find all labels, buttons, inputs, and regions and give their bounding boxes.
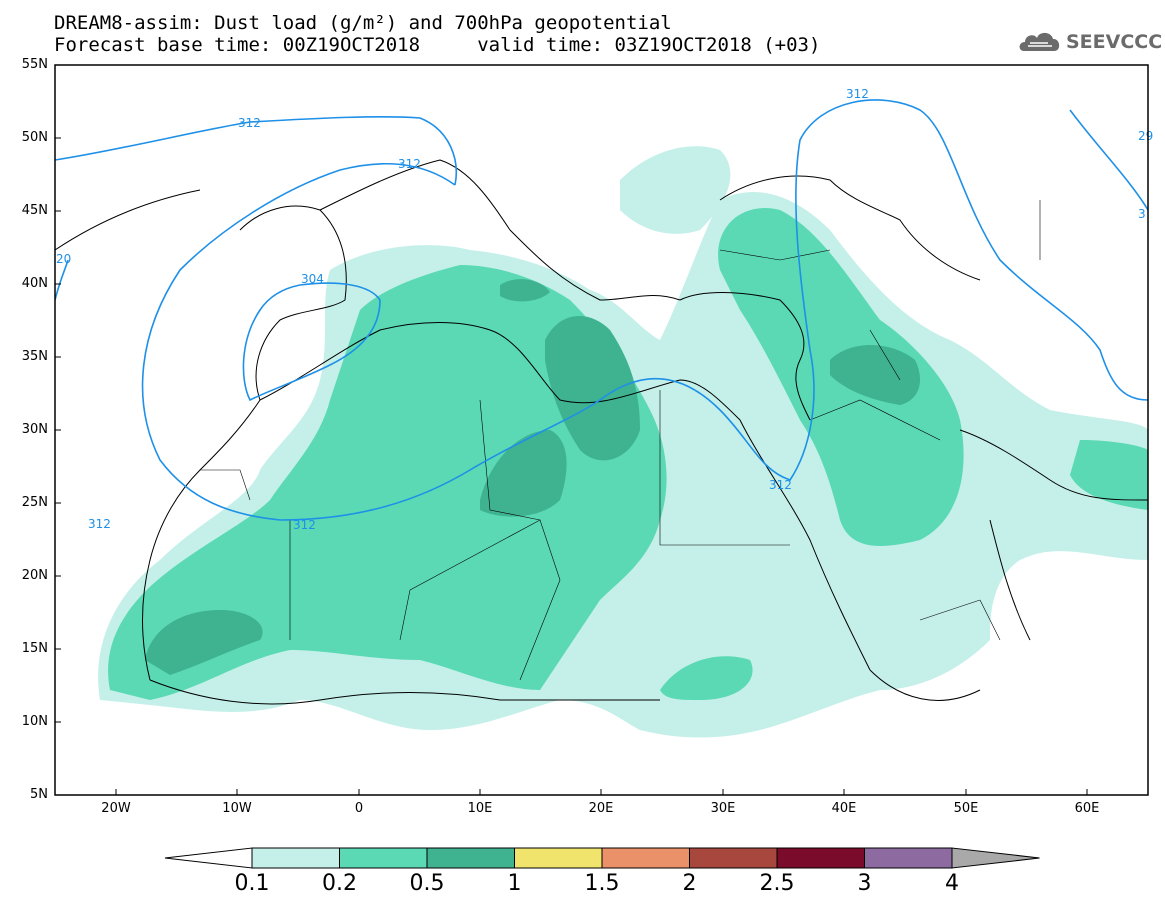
contour-label: 312	[293, 518, 316, 532]
dust-level-0.5-libya	[545, 316, 640, 461]
colorbar-label: 2.5	[759, 871, 795, 896]
lat-label: 50N	[21, 130, 48, 145]
lat-label: 25N	[21, 495, 48, 510]
lon-label: 30E	[710, 801, 736, 816]
lat-label: 40N	[21, 276, 48, 291]
contour-labels: 312 312 304 312 312 312 20 29 3	[56, 87, 1153, 532]
lat-label: 10N	[21, 714, 48, 729]
lat-label: 55N	[21, 57, 48, 72]
colorbar-label: 4	[945, 871, 959, 896]
colorbar-label: 2	[682, 871, 697, 896]
cloud-icon	[1019, 32, 1060, 51]
dust-level-0.5-chad	[480, 430, 567, 517]
contour-label: 304	[301, 272, 324, 286]
contour-label: 29	[1138, 129, 1153, 143]
contour-label: 312	[238, 116, 261, 130]
colorbar-label: 1	[507, 871, 522, 896]
contour-label: 312	[88, 517, 111, 531]
dust-level-0.1-north	[620, 146, 731, 234]
colorbar-label: 0.1	[234, 871, 270, 896]
dust-level-0.2-sahel	[660, 656, 753, 700]
axis-ticks	[55, 64, 1088, 795]
logo-text: SEEVCCC	[1066, 31, 1163, 53]
lon-label: 50E	[953, 801, 979, 816]
geopotential-contours	[55, 99, 1148, 521]
lat-label: 15N	[21, 641, 48, 656]
lat-label: 35N	[21, 349, 48, 364]
lat-label: 30N	[21, 422, 48, 437]
dust-level-0.5-iraq	[830, 345, 920, 405]
lon-label: 60E	[1074, 801, 1100, 816]
lon-label: 40E	[831, 801, 857, 816]
lat-label: 45N	[21, 203, 48, 218]
contour-label: 312	[846, 87, 869, 101]
dust-level-0.2-gulf	[1070, 440, 1148, 510]
coastlines	[55, 159, 1148, 705]
dust-level-0.2	[108, 265, 667, 700]
contour-label: 312	[398, 157, 421, 171]
title-line-2: Forecast base time: 00Z19OCT2018 valid t…	[54, 34, 821, 56]
lon-label: 0	[354, 801, 364, 816]
colorbar-label: 3	[857, 871, 872, 896]
contour-label: 20	[56, 252, 71, 266]
lon-label: 10E	[467, 801, 493, 816]
country-borders	[200, 200, 1041, 681]
colorbar-label: 1.5	[584, 871, 620, 896]
colorbar-label: 0.2	[322, 871, 357, 896]
lat-label: 20N	[21, 568, 48, 583]
lat-label: 5N	[30, 787, 48, 802]
dust-level-0.5-mauritania	[145, 610, 263, 675]
dust-level-0.5-sardinia	[500, 279, 550, 302]
colorbar-label: 0.5	[409, 871, 445, 896]
contour-label: 312	[769, 478, 792, 492]
lon-label: 10W	[222, 801, 252, 816]
lon-label: 20W	[101, 801, 131, 816]
title-line-1: DREAM8-assim: Dust load (g/m²) and 700hP…	[54, 12, 672, 34]
contour-label: 3	[1138, 207, 1146, 221]
lon-label: 20E	[588, 801, 614, 816]
